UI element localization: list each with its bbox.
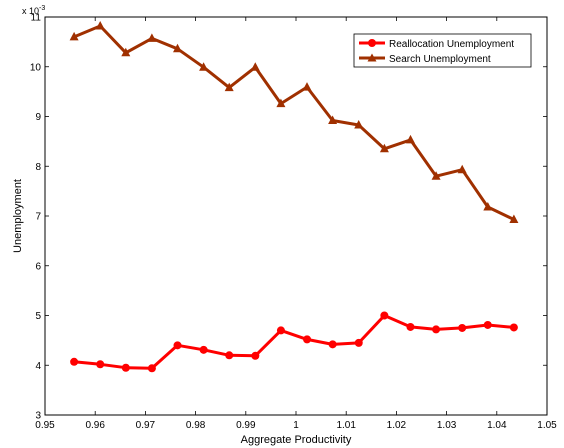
y-axis-label: Unemployment xyxy=(12,179,24,253)
data-point-search xyxy=(406,134,415,144)
data-point-reallocation xyxy=(483,320,492,329)
x-axis-label: Aggregate Productivity xyxy=(241,434,352,446)
series-line-reallocation xyxy=(73,314,515,370)
y-tick-label: 10 xyxy=(30,62,42,73)
x-tick-label: 0.96 xyxy=(85,420,105,431)
data-point-reallocation xyxy=(225,351,234,360)
y-tick-label: 9 xyxy=(35,112,41,123)
data-point-reallocation xyxy=(432,325,441,334)
data-point-search xyxy=(121,47,131,57)
data-point-reallocation xyxy=(458,323,467,332)
series-layer xyxy=(69,21,519,373)
y-tick-label: 8 xyxy=(35,162,41,173)
data-point-reallocation xyxy=(380,311,389,320)
data-point-search xyxy=(379,143,389,153)
y-tick-label: 7 xyxy=(35,212,41,223)
data-point-reallocation xyxy=(121,363,130,372)
data-point-search xyxy=(328,115,338,124)
data-point-reallocation xyxy=(276,326,285,335)
data-point-search xyxy=(95,21,105,30)
axis-ticks: 0.95 0.96 0.97 0.98 0.99 1 1.01 1.02 1.03 1.04 1.0… xyxy=(30,13,557,432)
legend-label-reallocation: Reallocation Unemployment xyxy=(389,39,514,50)
data-point-search xyxy=(509,214,519,223)
x-tick-label: 0.98 xyxy=(186,420,206,431)
y-tick-label: 4 xyxy=(35,361,41,372)
y-tick-label: 5 xyxy=(35,311,41,322)
y-multiplier-label: x 10-3 xyxy=(22,5,45,16)
data-point-reallocation xyxy=(406,322,415,331)
legend-marker-search xyxy=(367,53,377,62)
y-tick-label: 11 xyxy=(31,13,42,24)
x-tick-label: 1.01 xyxy=(336,420,356,431)
data-point-reallocation xyxy=(147,364,156,373)
legend-box xyxy=(353,33,532,68)
data-point-search xyxy=(250,62,260,71)
x-tick-label: 1.02 xyxy=(387,420,407,431)
data-point-reallocation xyxy=(251,351,260,360)
y-tick-label: 6 xyxy=(35,261,41,272)
data-point-reallocation xyxy=(303,335,312,344)
data-point-search xyxy=(483,202,493,211)
data-point-search xyxy=(199,62,209,71)
data-point-search xyxy=(224,82,234,92)
data-point-reallocation xyxy=(509,323,518,332)
y-tick-label: 3 xyxy=(35,411,41,422)
plot-area xyxy=(44,16,548,416)
data-point-reallocation xyxy=(328,340,337,349)
x-tick-label: 1 xyxy=(293,420,299,431)
series-line-search xyxy=(73,24,515,221)
x-tick-label: 1.05 xyxy=(537,420,557,431)
y-multiplier-exponent: -3 xyxy=(39,5,45,12)
data-point-search xyxy=(302,82,312,91)
legend-label-search: Search Unemployment xyxy=(389,54,491,65)
data-point-search xyxy=(173,43,182,53)
legend-marker-reallocation xyxy=(368,39,376,47)
x-tick-label: 1.04 xyxy=(487,420,507,431)
data-point-search xyxy=(431,171,441,180)
data-point-reallocation xyxy=(199,345,208,354)
data-point-search xyxy=(147,33,157,42)
data-point-search xyxy=(354,120,364,129)
x-tick-label: 1.03 xyxy=(437,420,457,431)
data-point-search xyxy=(276,98,286,108)
data-point-reallocation xyxy=(354,338,363,347)
data-point-reallocation xyxy=(70,357,79,366)
data-point-reallocation xyxy=(173,341,182,350)
x-tick-label: 0.99 xyxy=(236,420,256,431)
data-point-reallocation xyxy=(96,360,105,369)
legend: Reallocation Unemployment Search Unemplo… xyxy=(353,33,532,68)
x-tick-label: 0.97 xyxy=(136,420,156,431)
data-point-search xyxy=(69,31,79,41)
x-tick-label: 0.95 xyxy=(35,420,55,431)
data-point-search xyxy=(457,164,467,174)
